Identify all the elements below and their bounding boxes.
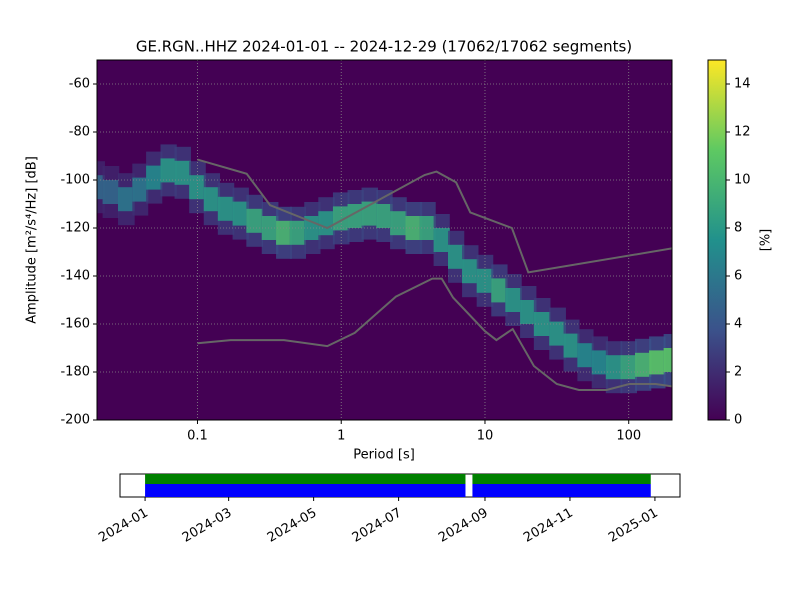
y-tick-label: -180	[60, 365, 90, 380]
x-tick-label: 10	[477, 429, 494, 444]
colorbar-tick-label: 8	[734, 221, 742, 236]
x-axis-label: Period [s]	[353, 448, 415, 463]
density-cell	[649, 350, 666, 375]
density-cell	[577, 343, 594, 368]
timeline-tick-label: 2025-01	[606, 506, 661, 546]
density-cell	[591, 350, 609, 375]
density-cell	[289, 220, 307, 245]
timeline-tick-label: 2024-09	[436, 506, 491, 546]
density-cell	[232, 201, 249, 226]
density-cell	[520, 300, 537, 324]
coverage-bar	[145, 484, 466, 497]
noise-model-line	[197, 277, 672, 391]
density-cell	[447, 244, 465, 269]
y-tick-label: -140	[60, 269, 90, 284]
density-cell	[476, 268, 494, 293]
density-cell	[174, 160, 191, 185]
density-cell	[146, 165, 163, 190]
x-tick-label: 1	[337, 429, 345, 444]
density-cell	[304, 216, 321, 240]
timeline-tick-label: 2024-05	[265, 506, 320, 546]
coverage-bar	[472, 474, 651, 484]
density-cell	[160, 158, 177, 183]
density-cell	[533, 312, 551, 336]
density-cell	[462, 259, 479, 284]
density-cell	[563, 333, 580, 358]
noise-model-line	[197, 158, 672, 274]
density-cell	[217, 196, 235, 221]
density-cell	[505, 288, 522, 312]
y-axis-label: Amplitude [m²/s⁴/Hz] [dB]	[25, 156, 40, 324]
timeline-tick-label: 2024-07	[350, 506, 405, 546]
density-cell	[620, 355, 638, 380]
density-cell	[405, 216, 423, 240]
timeline-tick-label: 2024-03	[180, 506, 235, 546]
density-cell	[433, 228, 450, 252]
y-tick-label: -80	[69, 125, 90, 140]
density-cell	[605, 355, 623, 380]
density-cell	[491, 278, 508, 303]
density-cell	[635, 352, 652, 377]
density-cell	[189, 175, 206, 200]
density-cell	[549, 321, 566, 346]
chart-title: GE.RGN..HHZ 2024-01-01 -- 2024-12-29 (17…	[136, 38, 632, 56]
density-cell	[246, 208, 264, 233]
y-tick-label: -120	[60, 221, 90, 236]
x-tick-label: 100	[616, 429, 641, 444]
density-cell	[261, 216, 279, 240]
colorbar-tick-label: 10	[734, 173, 751, 188]
colorbar-tick-label: 12	[734, 125, 751, 140]
timeline-tick-label: 2024-01	[96, 506, 151, 546]
density-cell	[390, 211, 407, 236]
plot-frame	[96, 59, 673, 421]
colorbar	[707, 59, 727, 421]
density-cell	[663, 348, 672, 372]
density-cell	[97, 175, 105, 200]
colorbar-label: [%]	[759, 229, 774, 252]
coverage-bar	[145, 474, 466, 484]
x-tick-label: 0.1	[187, 429, 208, 444]
colorbar-tick-label: 0	[734, 413, 742, 428]
timeline-tick-label: 2024-11	[521, 506, 576, 546]
density-cell	[203, 187, 221, 212]
density-cell	[132, 177, 149, 202]
density-cell	[276, 220, 292, 245]
density-cell	[118, 187, 135, 212]
colorbar-tick-label: 14	[734, 77, 751, 92]
colorbar-tick-label: 4	[734, 317, 742, 332]
density-cell	[102, 180, 120, 204]
colorbar-tick-label: 6	[734, 269, 742, 284]
colorbar-tick-label: 2	[734, 365, 742, 380]
density-cell	[332, 206, 350, 231]
y-tick-label: -200	[60, 413, 90, 428]
y-tick-label: -60	[69, 77, 90, 92]
density-cell	[318, 211, 335, 236]
density-cell	[376, 204, 393, 228]
y-tick-label: -160	[60, 317, 90, 332]
coverage-bar	[472, 484, 651, 497]
y-tick-label: -100	[60, 173, 90, 188]
